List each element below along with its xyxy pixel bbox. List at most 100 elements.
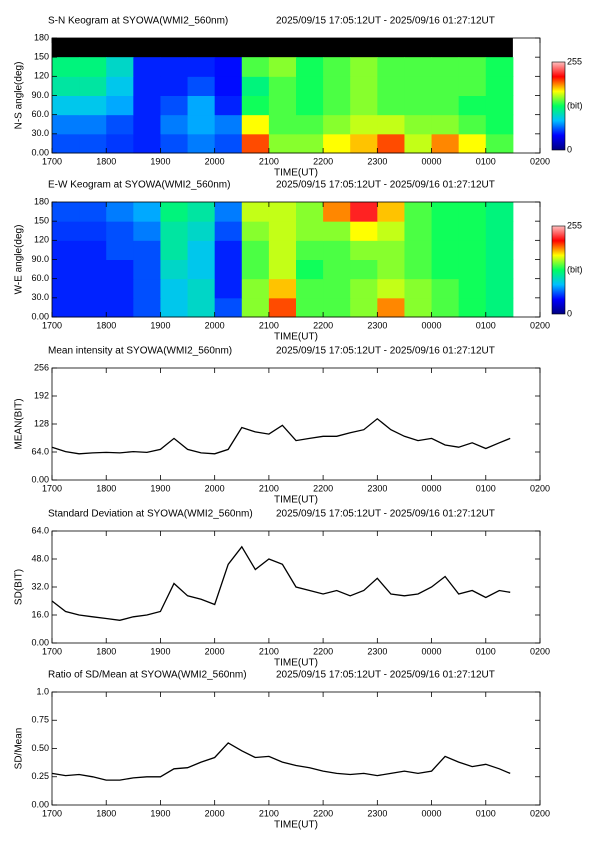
heatmap-cell [187,278,216,299]
y-tick-label: 0.00 [31,637,49,647]
x-tick-label: 0200 [530,156,550,166]
heatmap-cell [268,259,297,280]
panel-subtitle: 2025/09/15 17:05:12UT - 2025/09/16 01:27… [276,346,495,357]
heatmap-cell [431,278,460,299]
heatmap-cell [160,240,189,260]
heatmap-cell [404,202,433,222]
heatmap-cell [377,259,405,280]
heatmap-cell [485,278,514,299]
y-tick-label: 0.00 [31,311,49,321]
colorbar-tick-label: 0 [567,308,572,318]
x-tick-label: 1700 [42,808,62,818]
x-tick-label: 0000 [422,320,442,330]
colorbar [551,61,566,151]
x-axis-label: TIME(UT) [274,332,318,343]
x-tick-label: 2200 [313,320,333,330]
heatmap-cell [52,221,80,241]
heatmap-cell [323,202,351,222]
heatmap-cell [350,133,378,154]
y-tick-label: 30.0 [31,292,49,302]
x-tick-label: 0200 [530,808,550,818]
x-tick-label: 2100 [259,156,279,166]
y-tick-label: 60.0 [31,273,49,283]
heatmap-cell [323,133,351,154]
heatmap-cell [323,114,351,135]
heatmap-cell [377,278,405,299]
heatmap-cell [241,221,270,241]
y-tick-label: 180 [34,196,49,206]
heatmap-cell [350,202,378,222]
heatmap-cell [160,221,189,241]
x-tick-label: 2300 [367,320,387,330]
y-tick-label: 120 [34,71,49,81]
heatmap-cell [431,221,460,241]
y-tick-label: 32.0 [31,581,49,591]
heatmap-cell [187,76,216,96]
x-tick-label: 1800 [96,320,116,330]
data-line [51,417,511,455]
heatmap-cell [52,278,80,299]
heatmap-cell [187,221,216,241]
x-tick-label: 0000 [422,483,442,493]
heatmap-cell [187,114,216,135]
heatmap-cell [296,240,324,260]
x-tick-label: 2100 [259,320,279,330]
heatmap-cell [133,297,161,318]
heatmap-cell [485,202,514,222]
heatmap-cell [214,278,243,299]
x-tick-label: 1900 [150,808,170,818]
panel-title: Mean intensity at SYOWA(WMI2_560nm) [48,346,232,357]
y-tick-label: 192 [34,390,49,400]
heatmap-cell [214,95,243,116]
heatmap-cell [106,95,134,116]
plot-frame [51,691,541,806]
heatmap-cell [350,57,378,77]
heatmap-cell [214,240,243,260]
y-tick-label: 0.00 [31,474,49,484]
x-tick-label: 2300 [367,156,387,166]
heatmap-cell [187,57,216,77]
heatmap-cell [133,57,161,77]
heatmap-cell [133,76,161,96]
heatmap-cell [106,114,134,135]
heatmap-cell [133,133,161,154]
heatmap-cell [458,202,487,222]
heatmap-cell [79,278,107,299]
y-tick-label: 256 [34,362,49,372]
heatmap-cell [187,202,216,222]
heatmap-cell [431,114,460,135]
heatmap-cell [431,259,460,280]
y-tick-label: 64.0 [31,446,49,456]
heatmap-cell [241,95,270,116]
heatmap-cell [52,76,80,96]
heatmap-cell [431,297,460,318]
heatmap-cell [431,240,460,260]
heatmap-cell [160,133,189,154]
heatmap-cell [431,95,460,116]
x-tick-label: 1800 [96,808,116,818]
heatmap-cell [268,133,297,154]
heatmap-cell [350,297,378,318]
heatmap-cell [79,57,107,77]
x-tick-label: 2000 [205,320,225,330]
x-tick-label: 2100 [259,483,279,493]
heatmap-cell [160,114,189,135]
x-tick-label: 0100 [476,646,496,656]
heatmap-cell [404,278,433,299]
heatmap-cell [133,202,161,222]
heatmap-cell [485,95,514,116]
plot-frame [51,367,541,481]
heatmap-cell [106,202,134,222]
colorbar-tick-label: 0 [567,144,572,154]
x-tick-label: 2200 [313,808,333,818]
heatmap-cell [241,240,270,260]
heatmap-cell [377,95,405,116]
heatmap-cell [52,133,80,154]
y-tick-label: 0.25 [31,771,49,781]
y-axis-label: SD/Mean [14,728,25,770]
heatmap-cell [214,221,243,241]
heatmap-cell [296,133,324,154]
panel-title: Standard Deviation at SYOWA(WMI2_560nm) [48,509,253,520]
heatmap-cell [296,114,324,135]
heatmap-cell [133,259,161,280]
